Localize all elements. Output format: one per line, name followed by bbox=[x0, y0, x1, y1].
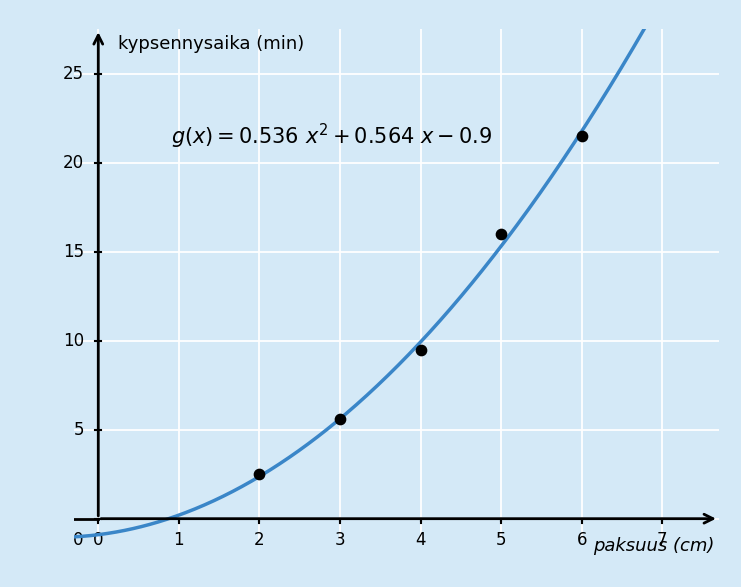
Text: 10: 10 bbox=[63, 332, 84, 350]
Point bbox=[495, 230, 507, 239]
Point bbox=[415, 345, 427, 355]
Text: 6: 6 bbox=[576, 531, 587, 549]
Text: kypsennysaika (min): kypsennysaika (min) bbox=[119, 35, 305, 53]
Point bbox=[334, 414, 346, 424]
Point bbox=[576, 131, 588, 141]
Text: $g(x) = 0.536\ x^2 + 0.564\ x - 0.9$: $g(x) = 0.536\ x^2 + 0.564\ x - 0.9$ bbox=[170, 122, 492, 151]
Text: 1: 1 bbox=[173, 531, 185, 549]
Text: 25: 25 bbox=[63, 65, 84, 83]
Text: 2: 2 bbox=[254, 531, 265, 549]
Text: 20: 20 bbox=[63, 154, 84, 172]
Point bbox=[253, 470, 265, 479]
Text: 15: 15 bbox=[63, 243, 84, 261]
Text: paksuus (cm): paksuus (cm) bbox=[594, 537, 715, 555]
Text: 5: 5 bbox=[496, 531, 506, 549]
Text: 5: 5 bbox=[73, 421, 84, 438]
Text: 4: 4 bbox=[416, 531, 426, 549]
Text: 0: 0 bbox=[93, 531, 104, 549]
Text: 7: 7 bbox=[657, 531, 668, 549]
Text: 3: 3 bbox=[335, 531, 345, 549]
Text: 0: 0 bbox=[73, 531, 84, 549]
